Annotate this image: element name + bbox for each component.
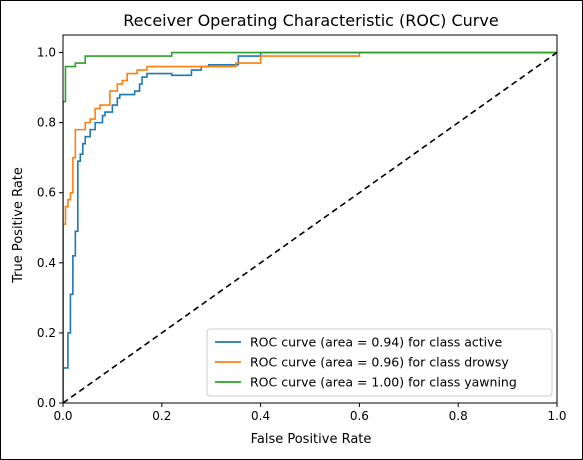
x-axis-label: False Positive Rate — [251, 432, 372, 447]
x-tick-label: 0.6 — [350, 409, 369, 423]
legend-entry-label: ROC curve (area = 0.94) for class active — [250, 335, 503, 350]
legend-entry-label: ROC curve (area = 0.96) for class drowsy — [250, 355, 509, 370]
y-tick-label: 0.8 — [37, 116, 56, 130]
x-tick-label: 0.0 — [53, 409, 72, 423]
x-tick-label: 0.2 — [152, 409, 171, 423]
y-tick-label: 0.6 — [37, 186, 56, 200]
y-tick-label: 0.2 — [37, 326, 56, 340]
y-tick-label: 0.0 — [37, 396, 56, 410]
series-line-2 — [63, 51, 557, 403]
y-axis-label: True Positive Rate — [11, 167, 26, 284]
x-tick-label: 0.8 — [449, 409, 468, 423]
chance-diagonal-line — [63, 51, 557, 403]
legend: ROC curve (area = 0.94) for class active… — [206, 328, 553, 397]
axes: 0.0 0.2 0.4 0.6 0.8 1.0 0.0 0.2 0.4 0.6 0.8 1.0 — [37, 34, 567, 423]
y-tick-label: 1.0 — [37, 46, 56, 60]
series-line-1 — [63, 51, 557, 403]
plot-frame — [62, 34, 558, 404]
plot-area — [63, 51, 557, 403]
x-tick-label: 1.0 — [547, 409, 566, 423]
legend-box — [206, 328, 553, 397]
chart-title: Receiver Operating Characteristic (ROC) … — [123, 11, 498, 30]
series-line-0 — [63, 51, 557, 403]
y-tick-label: 0.4 — [37, 256, 56, 270]
x-tick-label: 0.4 — [251, 409, 270, 423]
legend-entry-label: ROC curve (area = 1.00) for class yawnin… — [250, 375, 517, 390]
